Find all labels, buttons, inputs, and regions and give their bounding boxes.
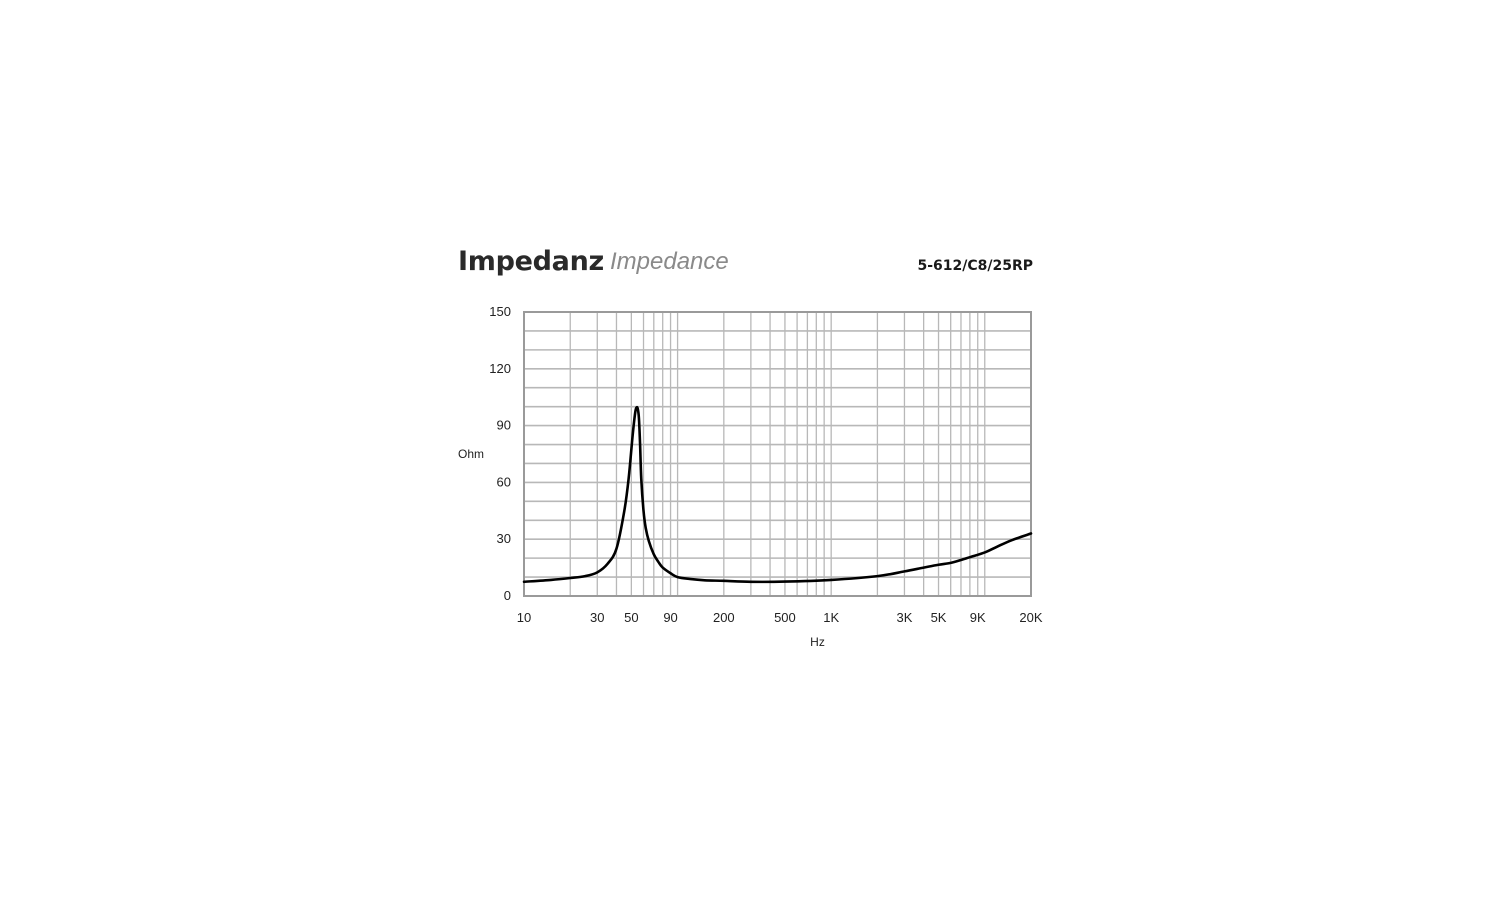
x-tick-label: 20K (1019, 610, 1042, 625)
x-tick-label: 1K (823, 610, 839, 625)
x-tick-label: 90 (663, 610, 677, 625)
chart-title: Impedanz (458, 246, 604, 277)
x-tick-label: 5K (931, 610, 947, 625)
impedance-curve (522, 405, 1033, 584)
x-tick-label: 200 (713, 610, 735, 625)
y-tick-label: 120 (489, 361, 511, 376)
x-axis-label: Hz (810, 635, 825, 649)
series-group (522, 405, 1033, 584)
y-axis-label: Ohm (458, 447, 484, 461)
grid-minor (524, 330, 1031, 578)
x-tick-labels: 10 30 50 90 200 500 1K 3K 5K 9K 20K (517, 610, 1043, 625)
y-tick-labels: 0 30 60 90 120 150 (489, 304, 511, 603)
x-tick-label: 10 (517, 610, 531, 625)
plot-frame (523, 311, 1032, 597)
y-tick-label: 30 (497, 531, 511, 546)
x-tick-label: 30 (590, 610, 604, 625)
model-number: 5-612/C8/25RP (917, 258, 1033, 274)
y-tick-label: 0 (504, 588, 511, 603)
x-tick-label: 3K (897, 610, 913, 625)
y-tick-label: 150 (489, 304, 511, 319)
grid-major (569, 312, 986, 596)
x-tick-label: 500 (774, 610, 796, 625)
y-tick-label: 90 (497, 418, 511, 433)
y-tick-label: 60 (497, 474, 511, 489)
x-tick-label: 50 (624, 610, 638, 625)
x-tick-label: 9K (970, 610, 986, 625)
chart-subtitle: Impedance (610, 248, 729, 275)
